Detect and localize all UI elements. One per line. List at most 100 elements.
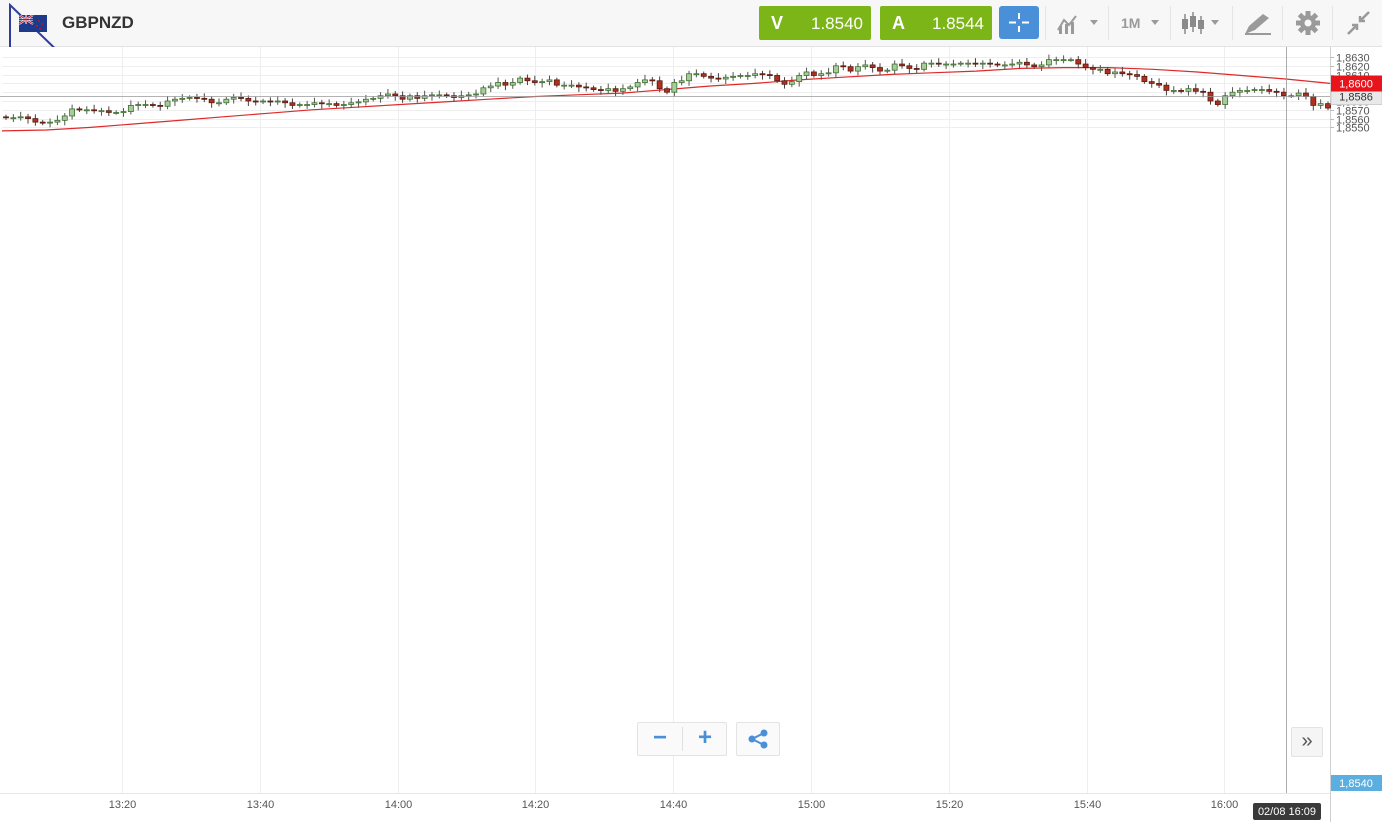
- bull-candle: [230, 97, 237, 100]
- bull-candle: [47, 121, 53, 124]
- chart-type-button[interactable]: [1170, 6, 1232, 40]
- bull-candle: [274, 100, 281, 103]
- bull-candle: [113, 112, 120, 114]
- bull-candle: [120, 111, 127, 113]
- bull-candle: [1317, 103, 1324, 106]
- bear-candle: [840, 65, 847, 68]
- bull-candle: [326, 103, 333, 106]
- collapse-icon: [1347, 11, 1370, 35]
- bull-candle: [69, 108, 75, 117]
- x-tick-label: 15:20: [936, 799, 964, 811]
- bear-candle: [318, 102, 325, 105]
- bear-candle: [766, 74, 773, 77]
- bull-candle: [1112, 71, 1118, 75]
- bull-candle: [465, 94, 472, 97]
- zoom-out-button[interactable]: −: [652, 724, 667, 751]
- current-price-label: 1,8586: [1339, 92, 1373, 104]
- x-tick-label: 16:00: [1211, 799, 1239, 811]
- bull-candle: [1038, 64, 1045, 68]
- bull-candle: [722, 76, 729, 80]
- bull-candle: [671, 82, 678, 93]
- bull-candle: [605, 88, 612, 91]
- bear-candle: [1303, 92, 1309, 97]
- bull-candle: [965, 62, 972, 65]
- plot-background: [2, 47, 1330, 793]
- price-chart[interactable]: 1,85501,85601,85701,85801,85901,86001,86…: [0, 47, 1382, 822]
- zoom-in-button[interactable]: +: [697, 724, 712, 751]
- bull-candle: [752, 73, 759, 76]
- chart-grid: [0, 47, 1334, 822]
- indicators-button[interactable]: [1045, 6, 1107, 40]
- drawing-tools-button[interactable]: [1232, 6, 1282, 40]
- bear-candle: [3, 116, 9, 119]
- bull-candle: [686, 73, 692, 82]
- bull-candle: [311, 102, 318, 105]
- bull-candle: [943, 63, 949, 66]
- bull-candle: [370, 97, 377, 100]
- bull-candle: [127, 105, 134, 112]
- bear-candle: [847, 66, 854, 72]
- bull-candle: [340, 104, 347, 106]
- bull-candle: [642, 79, 648, 83]
- bull-candle: [509, 82, 516, 86]
- bull-candle: [884, 69, 891, 72]
- bear-candle: [553, 79, 560, 86]
- x-tick-label: 13:20: [109, 799, 137, 811]
- bear-candle: [1141, 75, 1148, 83]
- bull-candle: [216, 102, 222, 105]
- bull-candle: [260, 100, 266, 103]
- bull-candle: [678, 80, 685, 83]
- bull-candle: [539, 81, 546, 84]
- bull-candle: [1295, 92, 1302, 97]
- bull-candle: [546, 79, 553, 83]
- bull-candle: [487, 85, 494, 89]
- bear-candle: [1090, 67, 1096, 70]
- bear-candle: [282, 100, 288, 104]
- share-button[interactable]: [736, 722, 780, 756]
- bull-candle: [429, 94, 435, 97]
- crosshair-date-bg: [1253, 803, 1321, 820]
- uk-nz-flag-icon: [19, 15, 47, 32]
- bull-candle: [634, 82, 641, 88]
- y-tick-label: 1,8620: [1336, 62, 1370, 74]
- bull-candle: [561, 84, 568, 87]
- bull-candle: [1068, 59, 1074, 62]
- bear-candle: [1178, 90, 1185, 92]
- bull-candle: [1251, 89, 1258, 91]
- bear-candle: [774, 75, 781, 82]
- sell-price: 1.8540: [811, 14, 863, 33]
- bull-candle: [979, 62, 986, 65]
- bear-candle: [759, 73, 766, 76]
- bull-candle: [950, 63, 957, 66]
- bear-candle: [906, 65, 913, 69]
- gear-icon: [1296, 11, 1320, 35]
- bear-candle: [105, 110, 112, 113]
- buy-label: A: [892, 13, 905, 33]
- scroll-to-end-button[interactable]: »: [1291, 727, 1323, 757]
- bear-candle: [414, 95, 421, 99]
- bear-candle: [1134, 74, 1140, 77]
- collapse-button[interactable]: [1332, 6, 1382, 40]
- bear-candle: [39, 121, 46, 124]
- bull-candle: [730, 75, 736, 78]
- y-tick-label: 1,8570: [1336, 106, 1370, 118]
- buy-button[interactable]: A 1.8544: [880, 6, 992, 40]
- sell-button[interactable]: V 1.8540: [759, 6, 871, 40]
- bear-candle: [76, 108, 83, 111]
- chart-toolbar: GBPNZD V 1.8540 A 1.8544 1M: [0, 0, 1382, 62]
- bear-candle: [810, 71, 817, 76]
- bear-candle: [1200, 90, 1207, 93]
- period-selector[interactable]: 1M: [1108, 6, 1170, 40]
- bull-candle: [172, 98, 178, 102]
- bull-candle: [385, 93, 391, 97]
- x-tick-label: 14:00: [385, 799, 413, 811]
- bull-candle: [377, 95, 384, 99]
- crosshair-button[interactable]: [999, 6, 1039, 39]
- settings-button[interactable]: [1282, 6, 1332, 40]
- bull-candle: [54, 119, 61, 123]
- bull-candle: [1016, 61, 1023, 65]
- bear-candle: [708, 75, 714, 79]
- bear-candle: [1075, 59, 1082, 65]
- x-tick-label: 14:20: [522, 799, 550, 811]
